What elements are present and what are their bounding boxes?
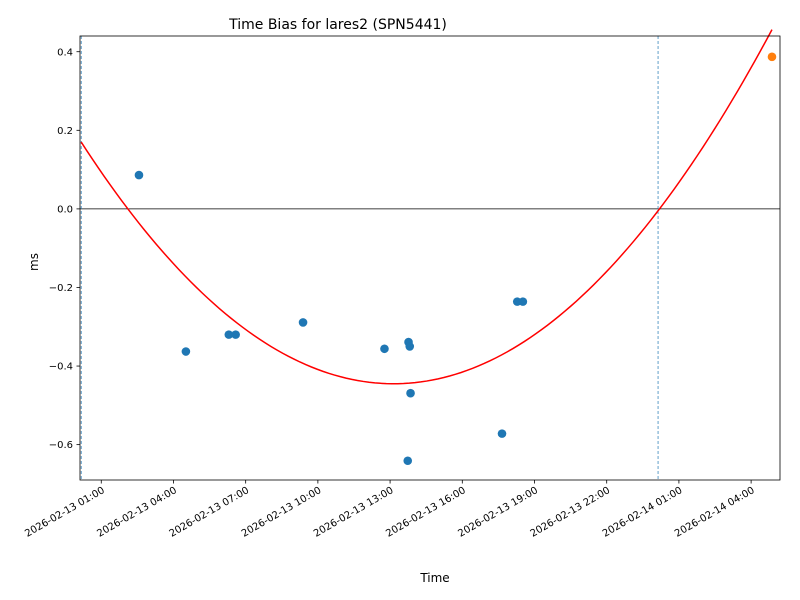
x-axis-title: Time [419,571,449,585]
predicted-point [767,52,777,62]
data-point [497,429,507,438]
y-tick-label: 0.0 [57,204,73,215]
data-point [518,297,528,306]
data-point [134,170,144,180]
y-tick-label: −0.4 [49,362,73,373]
data-point [380,344,389,354]
data-point [181,347,191,356]
fit-curve [80,29,773,385]
y-axis-title: ms [27,253,41,271]
y-tick-label: −0.6 [49,440,73,451]
y-tick-label: −0.2 [49,283,73,294]
chart-title: Time Bias for lares2 (SPN5441) [228,17,447,33]
data-point [406,388,415,398]
data-point [405,342,415,351]
data-point [231,330,240,339]
axes-frame [79,35,781,481]
y-tick-label: 0.4 [57,47,73,58]
data-point [403,456,413,466]
data-point [298,318,308,327]
y-tick-label: 0.2 [57,126,73,137]
data-point [224,330,234,339]
